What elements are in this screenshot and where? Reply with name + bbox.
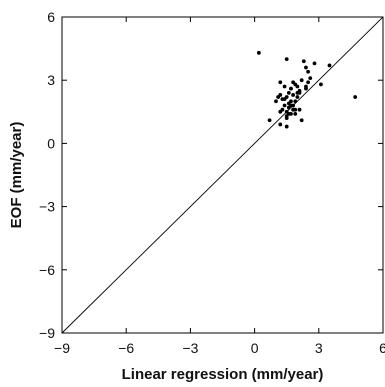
y-tick-label: −9	[39, 325, 55, 341]
y-tick-label: 6	[47, 9, 55, 25]
x-tick-label: −3	[182, 340, 198, 356]
data-points	[256, 50, 358, 129]
data-point	[291, 93, 296, 97]
data-point	[278, 109, 283, 114]
data-point	[289, 103, 293, 108]
x-tick-label: −6	[118, 340, 134, 356]
data-point	[267, 118, 272, 123]
y-axis-ticks: −9 −6 −3 0 3 6	[39, 9, 383, 341]
data-point	[297, 90, 302, 95]
y-tick-label: −3	[39, 199, 55, 215]
data-point	[284, 57, 289, 62]
reference-line	[61, 16, 384, 334]
x-axis-title: Linear regression (mm/year)	[122, 366, 324, 383]
data-point	[256, 50, 261, 55]
data-point	[284, 124, 289, 129]
data-point	[282, 97, 287, 102]
data-point	[297, 107, 302, 112]
data-point	[284, 116, 289, 121]
data-point	[319, 82, 323, 87]
data-point	[295, 84, 300, 89]
x-tick-label: −9	[54, 340, 70, 356]
data-point	[308, 76, 313, 80]
data-point	[291, 80, 296, 85]
data-point	[282, 84, 287, 89]
data-point	[306, 69, 310, 74]
plot-frame	[61, 16, 384, 334]
data-point	[295, 95, 300, 99]
data-point	[293, 112, 298, 116]
y-tick-label: 0	[47, 135, 55, 151]
data-point	[327, 63, 332, 68]
data-point	[312, 61, 317, 66]
data-point	[291, 107, 296, 112]
data-point	[306, 80, 310, 85]
data-point	[293, 99, 298, 104]
data-point	[304, 65, 308, 70]
y-axis-title: EOF (mm/year)	[8, 122, 25, 229]
x-tick-label: 0	[251, 340, 259, 356]
data-point	[282, 103, 287, 108]
data-point	[299, 118, 304, 123]
data-point	[304, 86, 308, 91]
data-point	[289, 86, 293, 91]
data-point	[289, 99, 293, 104]
x-axis-ticks: −9 −6 −3 0 3 6	[54, 17, 385, 356]
data-point	[353, 95, 358, 99]
data-point	[278, 122, 283, 127]
data-point	[301, 59, 306, 64]
y-tick-label: 3	[47, 72, 55, 88]
data-point	[299, 78, 304, 83]
x-tick-label: 6	[379, 340, 385, 356]
x-tick-label: 3	[315, 340, 323, 356]
data-point	[278, 93, 283, 97]
data-point	[274, 99, 278, 104]
data-point	[286, 90, 291, 95]
y-tick-label: −6	[39, 262, 55, 278]
data-point	[286, 112, 291, 116]
data-point	[278, 80, 283, 85]
